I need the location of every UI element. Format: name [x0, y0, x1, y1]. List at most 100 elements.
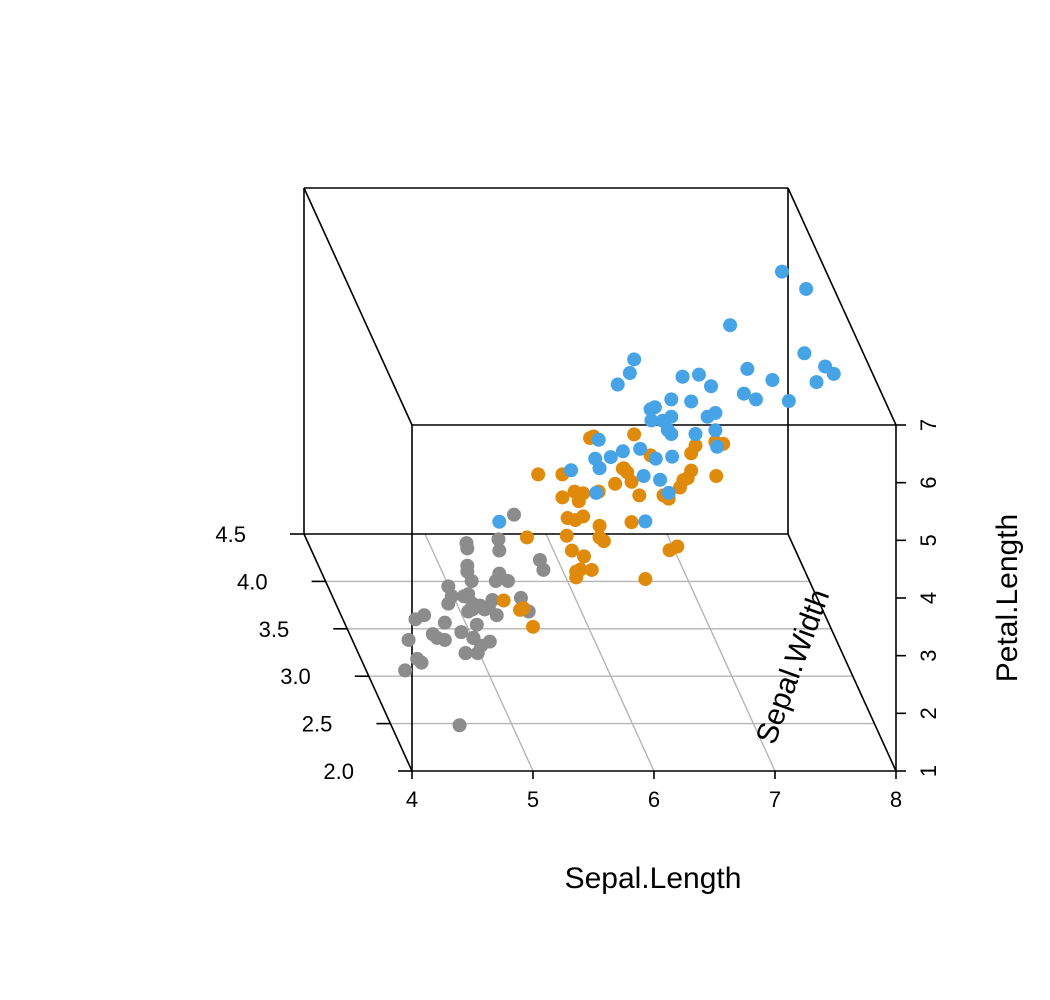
x-tick-label: 7	[769, 787, 781, 812]
data-point	[709, 469, 724, 484]
data-point	[740, 361, 755, 376]
data-point	[555, 490, 570, 505]
x-tick-label: 8	[890, 787, 902, 812]
data-point	[622, 366, 637, 381]
data-point	[672, 480, 687, 495]
grid-line-x	[545, 533, 655, 772]
data-point	[644, 413, 659, 428]
data-point	[576, 486, 591, 501]
z-axis-title: Petal.Length	[991, 514, 1024, 682]
data-point	[492, 514, 507, 529]
data-point	[691, 367, 706, 382]
data-point	[482, 634, 497, 649]
data-point	[430, 630, 445, 645]
data-point	[491, 532, 506, 547]
box-edge	[787, 187, 897, 426]
data-point	[441, 579, 456, 594]
data-point	[708, 423, 723, 438]
data-point	[661, 485, 676, 500]
data-point	[454, 625, 469, 640]
data-point	[610, 377, 625, 392]
data-point	[500, 574, 515, 589]
data-point	[627, 352, 642, 367]
data-point	[647, 400, 662, 415]
y-tick-label: 4.0	[237, 569, 268, 594]
data-point	[680, 471, 695, 486]
data-point	[513, 602, 528, 617]
data-point	[799, 281, 814, 296]
data-point	[584, 562, 599, 577]
z-tick-label: 3	[916, 650, 941, 662]
data-point	[465, 596, 480, 611]
z-tick-label: 5	[916, 534, 941, 546]
data-point	[488, 574, 503, 589]
data-point	[797, 346, 812, 361]
data-point	[464, 574, 479, 589]
data-point	[414, 655, 429, 670]
data-point	[469, 617, 484, 632]
data-point	[638, 572, 653, 587]
z-tick-label: 1	[916, 765, 941, 777]
data-point	[660, 422, 675, 437]
z-tick-label: 2	[916, 707, 941, 719]
axis-ticks	[290, 424, 906, 779]
data-point	[723, 318, 738, 333]
data-point	[633, 441, 648, 456]
data-points	[398, 264, 841, 733]
y-tick-label: 3.0	[280, 664, 311, 689]
x-tick-label: 5	[527, 787, 539, 812]
data-point	[638, 514, 653, 529]
tick-labels: 4 5 6 7 8 2.0 2.5 3.0 3.5 4.0 4.5 1 2 3 4 5 6 7	[215, 419, 941, 812]
data-point	[519, 530, 534, 545]
data-point	[608, 476, 623, 491]
y-tick-label: 3.5	[259, 617, 290, 642]
data-point	[507, 507, 522, 522]
data-point	[684, 394, 699, 409]
data-point	[452, 718, 467, 733]
data-point	[632, 488, 647, 503]
data-point	[441, 596, 456, 611]
data-point	[662, 543, 677, 558]
data-point	[704, 379, 719, 394]
box-edge	[787, 533, 897, 772]
data-point	[592, 461, 607, 476]
x-tick-label: 4	[406, 787, 418, 812]
data-point	[665, 449, 680, 464]
data-point	[636, 469, 651, 484]
y-tick-label: 2.5	[302, 712, 333, 737]
data-point	[589, 485, 604, 500]
data-point	[664, 409, 679, 424]
data-point	[398, 663, 413, 678]
x-axis-title: Sepal.Length	[565, 862, 742, 895]
plot-box	[303, 187, 897, 772]
grid-line-x	[666, 533, 776, 772]
data-point	[736, 386, 751, 401]
box-edge	[303, 533, 413, 772]
data-point	[496, 593, 511, 608]
data-point	[460, 558, 475, 573]
data-point	[417, 608, 432, 623]
y-tick-label: 2.0	[323, 759, 354, 784]
y-tick-label: 4.5	[215, 522, 246, 547]
data-point	[460, 541, 475, 556]
data-point	[648, 451, 663, 466]
data-point	[560, 511, 575, 526]
data-point	[532, 552, 547, 567]
data-point	[616, 461, 631, 476]
data-point	[700, 409, 715, 424]
data-point	[774, 264, 789, 279]
floor-grid	[325, 533, 875, 772]
data-point	[627, 427, 642, 442]
data-point	[675, 369, 690, 384]
data-point	[624, 515, 639, 530]
data-point	[591, 432, 606, 447]
data-point	[564, 543, 579, 558]
data-point	[809, 375, 824, 390]
data-point	[664, 392, 679, 407]
data-point	[624, 474, 639, 489]
data-point	[470, 646, 485, 661]
x-tick-label: 6	[648, 787, 660, 812]
data-point	[481, 600, 496, 615]
data-point	[653, 472, 668, 487]
